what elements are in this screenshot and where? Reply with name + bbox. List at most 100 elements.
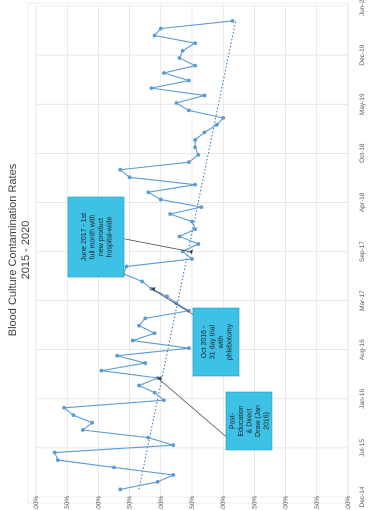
data-point xyxy=(118,487,123,492)
value-tick-label: 2.50% xyxy=(189,496,196,510)
data-point xyxy=(180,48,185,53)
annotation-text-group: Post- Education & Direct Draw (Jan 2016) xyxy=(230,405,271,437)
value-tick-label: 3.00% xyxy=(158,496,165,510)
value-tick-label: 0.00% xyxy=(345,496,352,510)
data-point xyxy=(140,279,144,284)
data-point xyxy=(186,346,191,351)
value-tick-label: 4.00% xyxy=(95,496,102,510)
data-point xyxy=(215,122,219,127)
data-point xyxy=(186,78,191,83)
data-point xyxy=(55,458,60,462)
annotation-box xyxy=(225,391,273,451)
data-point xyxy=(230,19,235,23)
date-tick-label: Dec-14 xyxy=(359,486,366,507)
data-point xyxy=(190,257,194,261)
date-tick-label: Jan-16 xyxy=(359,388,366,408)
date-tick-label: May-19 xyxy=(359,93,366,115)
data-point xyxy=(193,145,198,150)
data-point xyxy=(168,212,173,216)
data-point xyxy=(115,353,120,358)
series-line xyxy=(53,20,233,490)
data-point xyxy=(130,338,135,343)
data-point xyxy=(186,108,191,113)
data-point xyxy=(193,227,198,232)
data-point xyxy=(143,361,148,365)
annotation-line: 31 day trial xyxy=(209,324,216,359)
data-point xyxy=(149,86,154,91)
data-point xyxy=(137,383,141,388)
callout-arrowhead xyxy=(157,375,162,381)
data-point xyxy=(152,33,157,38)
value-tick-label: 3.50% xyxy=(127,496,134,510)
data-point xyxy=(165,294,169,299)
data-point xyxy=(193,41,198,46)
annotation-line: Education xyxy=(238,405,245,436)
data-point xyxy=(177,234,182,239)
data-point xyxy=(152,390,157,395)
chart-subtitle: 2015 - 2020 xyxy=(20,221,32,280)
callout-arrow xyxy=(119,237,189,252)
data-point xyxy=(158,26,163,31)
value-tick-label: 1.50% xyxy=(251,496,258,510)
value-tick-label: 5.00% xyxy=(33,496,40,510)
annotation-line: Draw (Jan xyxy=(255,405,262,437)
data-point xyxy=(174,101,179,105)
data-point xyxy=(127,175,132,180)
date-tick-label: Mar-17 xyxy=(359,290,366,311)
annotation-line: phlebotomy xyxy=(226,323,233,360)
data-point xyxy=(196,242,201,246)
data-point xyxy=(177,56,182,60)
data-point xyxy=(193,138,198,142)
chart-title: Blood Culture Contamination Rates xyxy=(7,163,19,336)
data-point xyxy=(221,116,226,120)
date-tick-label: Jun-20 xyxy=(359,0,366,16)
date-tick-label: Apr-18 xyxy=(359,192,366,212)
annotation-line: Post- xyxy=(230,412,237,429)
data-point xyxy=(52,450,57,455)
data-point xyxy=(143,316,148,321)
date-tick-label: Oct-18 xyxy=(359,143,366,163)
data-point xyxy=(137,323,141,328)
annotation-line: hospital-wide xyxy=(106,216,113,257)
data-point xyxy=(196,152,201,157)
date-axis-ticks: Dec-14 Jul-15 Jan-16 Aug-16 Mar-17 Sep-17 Apr-… xyxy=(359,0,366,507)
data-point xyxy=(90,420,95,425)
annotation-line: Oct 2016 - xyxy=(201,325,208,358)
callout-arrowhead xyxy=(151,286,156,292)
grid xyxy=(35,5,349,498)
data-point xyxy=(155,479,160,484)
data-point xyxy=(146,190,151,195)
date-tick-label: Dec-19 xyxy=(359,44,366,65)
data-point xyxy=(158,197,163,202)
annotation-line: full month with xyxy=(89,215,96,260)
date-tick-label: Sep-17 xyxy=(359,241,366,262)
data-series xyxy=(52,19,235,492)
chart-title-group: Blood Culture Contamination Rates 2015 -… xyxy=(7,163,32,336)
data-point xyxy=(193,63,198,68)
value-tick-label: 1.00% xyxy=(283,496,290,510)
value-tick-label: 4.50% xyxy=(64,496,71,510)
data-point xyxy=(162,398,166,403)
data-point xyxy=(171,473,176,477)
annotation-text-group: Oct 2016 -31 day trial with phlebotomy xyxy=(201,323,234,360)
data-point xyxy=(190,219,194,224)
data-point xyxy=(171,443,176,448)
data-point xyxy=(162,71,166,75)
data-point xyxy=(202,130,207,135)
callout-arrowhead xyxy=(188,249,193,255)
annotations: Post- Education & Direct Draw (Jan 2016) Oct … xyxy=(67,196,273,451)
annotation-line: 2016) xyxy=(264,412,271,430)
annotation-line: & Direct xyxy=(247,409,254,434)
annotation-box xyxy=(67,196,125,278)
data-point xyxy=(112,465,116,470)
data-point xyxy=(146,435,151,440)
annotation-line: with xyxy=(218,336,225,350)
annotation-line: new product xyxy=(98,218,105,256)
callout-arrow xyxy=(157,377,231,441)
data-point xyxy=(80,428,85,432)
annotation-line: June 2017 - 1st xyxy=(81,213,88,261)
value-tick-label: 2.00% xyxy=(220,496,227,510)
data-point xyxy=(71,413,76,418)
